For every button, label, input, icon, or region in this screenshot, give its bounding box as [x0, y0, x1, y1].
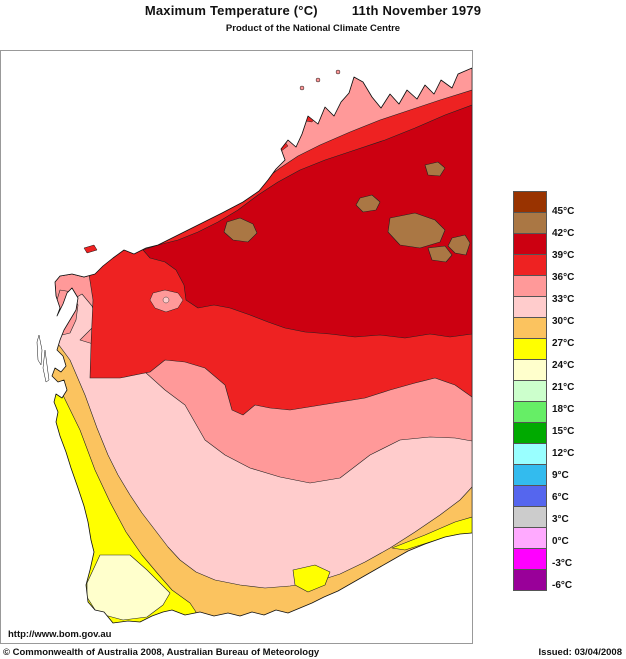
issued-date: Issued: 03/04/2008: [538, 647, 622, 658]
pilbara-pink-dot: [162, 296, 170, 304]
legend-swatch-6-to-9: [513, 464, 547, 486]
legend-label-9C: 9°C: [552, 470, 569, 481]
legend-swatch-18-to-21: [513, 380, 547, 402]
legend-label-30C: 30°C: [552, 316, 575, 327]
legend-swatch-below--6: [513, 569, 547, 591]
page-title: Maximum Temperature (°C) 11th November 19…: [0, 3, 626, 18]
band-24-27-southeast: [391, 516, 472, 551]
legend-swatch-33-to-36: [513, 275, 547, 297]
legend-swatch-3-to-6: [513, 485, 547, 507]
legend-label-15C: 15°C: [552, 426, 575, 437]
title-date: 11th November 1979: [351, 3, 482, 18]
legend-label-18C: 18°C: [552, 404, 575, 415]
legend-swatch-15-to-18: [513, 401, 547, 423]
legend-label-39C: 39°C: [552, 250, 575, 261]
legend-swatch--6-to--3: [513, 548, 547, 570]
legend-swatch-27-to-30: [513, 317, 547, 339]
legend-label-0C: 0°C: [552, 536, 569, 547]
barrow-island: [83, 244, 98, 254]
legend-label-12C: 12°C: [552, 448, 575, 459]
shark-bay-islands: [36, 334, 50, 383]
title-text: Maximum Temperature (°C): [144, 3, 318, 18]
legend-swatch-42-to-45: [513, 212, 547, 234]
band-24-27-south-patch: [292, 564, 331, 593]
wa-coastline: [51, 67, 472, 624]
legend-swatch-24-to-27: [513, 338, 547, 360]
legend-label-21C: 21°C: [552, 382, 575, 393]
offshore-islands: [36, 69, 341, 383]
coastal-white-pocket: [270, 160, 276, 166]
copyright-text: © Commonwealth of Australia 2008, Austra…: [3, 647, 320, 658]
legend-swatch-above-45: [513, 191, 547, 213]
legend-swatch-21-to-24: [513, 359, 547, 381]
legend-label-3C: 3°C: [552, 514, 569, 525]
legend-swatch-0-to-3: [513, 506, 547, 528]
legend-swatch-12-to-15: [513, 422, 547, 444]
legend-swatch-30-to-33: [513, 296, 547, 318]
page-subtitle: Product of the National Climate Centre: [225, 23, 401, 34]
band-42-45-patches: [223, 161, 471, 263]
legend-label--3C: -3°C: [552, 558, 573, 569]
legend-label-45C: 45°C: [552, 206, 575, 217]
band-39-42: [142, 104, 472, 339]
legend-label-24C: 24°C: [552, 360, 575, 371]
legend-label-36C: 36°C: [552, 272, 575, 283]
legend-panel: [472, 50, 625, 644]
legend-swatch-9-to-12: [513, 443, 547, 465]
bom-url: http://www.bom.gov.au: [8, 629, 112, 640]
legend-swatch-36-to-39: [513, 254, 547, 276]
wa-temperature-map: [36, 67, 472, 624]
legend-color-bar: [513, 191, 547, 591]
legend-swatch--3-to-0: [513, 527, 547, 549]
legend-label-33C: 33°C: [552, 294, 575, 305]
legend-label-42C: 42°C: [552, 228, 575, 239]
legend-label-27C: 27°C: [552, 338, 575, 349]
legend-label-6C: 6°C: [552, 492, 569, 503]
legend-label--6C: -6°C: [552, 580, 573, 591]
legend-swatch-39-to-42: [513, 233, 547, 255]
